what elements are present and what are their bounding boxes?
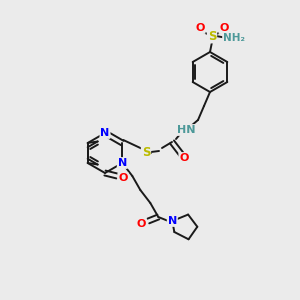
Text: O: O [179, 153, 189, 163]
Text: O: O [195, 23, 205, 33]
Text: O: O [136, 219, 146, 229]
Text: O: O [219, 23, 229, 33]
Text: N: N [118, 158, 127, 168]
Text: HN: HN [177, 125, 195, 135]
Text: N: N [168, 216, 177, 226]
Text: S: S [142, 146, 150, 160]
Text: S: S [208, 29, 216, 43]
Text: N: N [100, 128, 109, 138]
Text: O: O [118, 173, 128, 183]
Text: NH₂: NH₂ [223, 33, 245, 43]
